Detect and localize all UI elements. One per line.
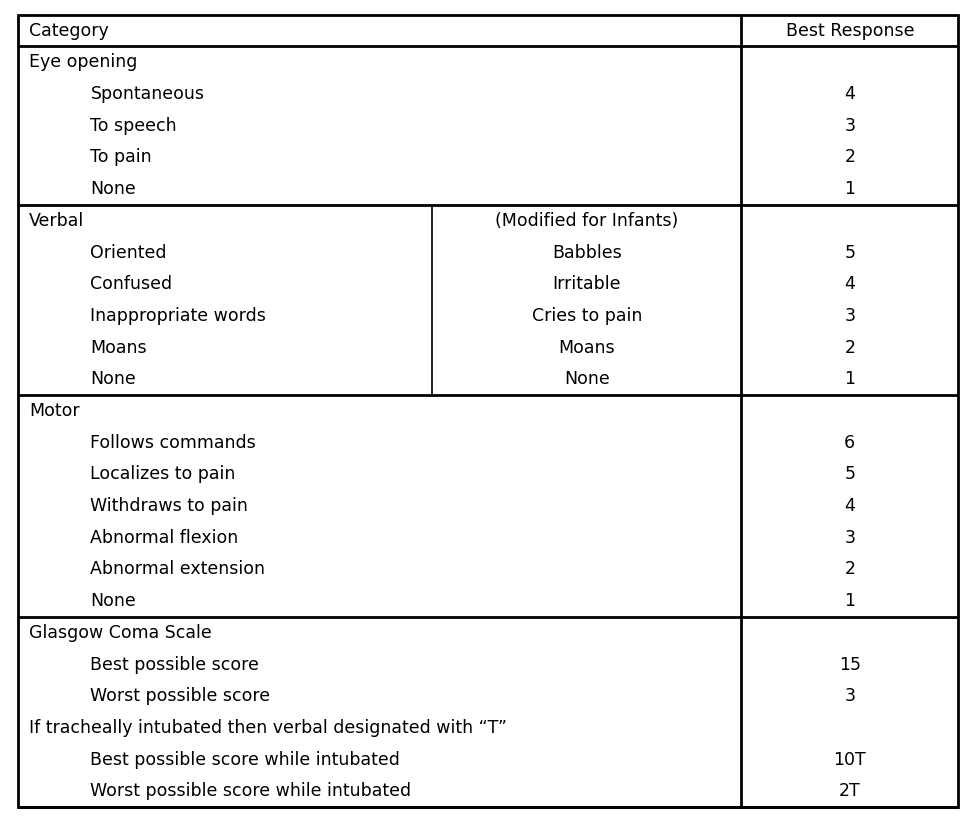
Text: Withdraws to pain: Withdraws to pain	[91, 497, 248, 515]
Text: Moans: Moans	[91, 339, 147, 357]
Text: 4: 4	[844, 85, 855, 103]
Text: Abnormal flexion: Abnormal flexion	[91, 529, 239, 547]
Text: To speech: To speech	[91, 117, 177, 135]
Text: None: None	[91, 370, 137, 388]
Text: 5: 5	[844, 243, 855, 261]
Text: 10T: 10T	[834, 750, 866, 769]
Text: Worst possible score while intubated: Worst possible score while intubated	[91, 783, 412, 801]
Text: Glasgow Coma Scale: Glasgow Coma Scale	[29, 624, 212, 642]
Text: Eye opening: Eye opening	[29, 53, 138, 72]
Text: 3: 3	[844, 529, 855, 547]
Text: None: None	[564, 370, 610, 388]
Text: 3: 3	[844, 307, 855, 325]
Text: Spontaneous: Spontaneous	[91, 85, 204, 103]
Text: 1: 1	[844, 592, 855, 610]
Text: Best possible score: Best possible score	[91, 656, 260, 673]
Text: 15: 15	[838, 656, 861, 673]
Text: None: None	[91, 180, 137, 198]
Text: Abnormal extension: Abnormal extension	[91, 561, 265, 579]
Text: 2: 2	[844, 149, 855, 166]
Text: Confused: Confused	[91, 275, 173, 293]
Text: None: None	[91, 592, 137, 610]
Text: Best possible score while intubated: Best possible score while intubated	[91, 750, 400, 769]
Text: Moans: Moans	[558, 339, 615, 357]
Text: If tracheally intubated then verbal designated with “T”: If tracheally intubated then verbal desi…	[29, 719, 508, 737]
Text: 2T: 2T	[839, 783, 861, 801]
Text: 5: 5	[844, 465, 855, 483]
Text: 2: 2	[844, 561, 855, 579]
Text: Irritable: Irritable	[552, 275, 621, 293]
Text: 3: 3	[844, 687, 855, 705]
Text: 6: 6	[844, 434, 855, 452]
Text: Verbal: Verbal	[29, 212, 85, 230]
Text: Cries to pain: Cries to pain	[532, 307, 642, 325]
Text: 4: 4	[844, 497, 855, 515]
Text: 4: 4	[844, 275, 855, 293]
Text: Babbles: Babbles	[551, 243, 622, 261]
Text: 3: 3	[844, 117, 855, 135]
Text: 1: 1	[844, 370, 855, 388]
Text: Category: Category	[29, 21, 109, 39]
Text: 2: 2	[844, 339, 855, 357]
Text: Worst possible score: Worst possible score	[91, 687, 270, 705]
Text: Inappropriate words: Inappropriate words	[91, 307, 266, 325]
Text: Oriented: Oriented	[91, 243, 167, 261]
Text: (Modified for Infants): (Modified for Infants)	[495, 212, 678, 230]
Text: Best Response: Best Response	[786, 21, 914, 39]
Text: Localizes to pain: Localizes to pain	[91, 465, 236, 483]
Text: 1: 1	[844, 180, 855, 198]
Text: Follows commands: Follows commands	[91, 434, 256, 452]
Text: Motor: Motor	[29, 402, 80, 420]
Text: To pain: To pain	[91, 149, 152, 166]
